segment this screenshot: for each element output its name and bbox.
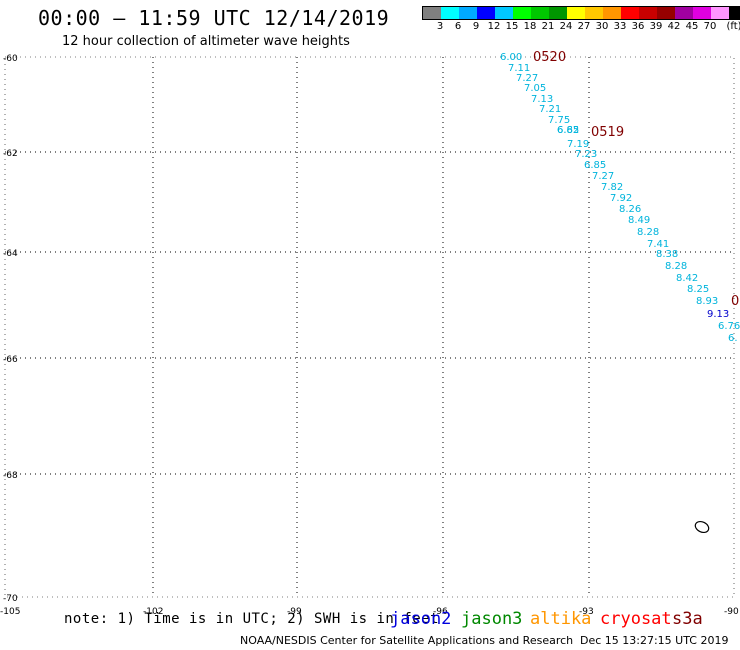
map-subtitle: 12 hour collection of altimeter wave hei… (62, 34, 350, 49)
wave-height-label: 7.82 (601, 182, 623, 193)
satellite-jason2-label: jason2 (390, 609, 452, 629)
wave-height-label: 6.85 (557, 125, 579, 136)
legend-label: 45 (685, 21, 699, 32)
lon-label: -99 (287, 607, 302, 617)
wave-height-label: 7.19 (567, 139, 589, 150)
satellite-altika-label: altika (530, 609, 592, 629)
wave-height-label: 7.23 (575, 149, 597, 160)
legend-swatch (441, 7, 459, 19)
legend-swatch (657, 7, 675, 19)
wave-height-label: 8.28 (637, 227, 659, 238)
footer-credit: NOAA/NESDIS Center for Satellite Applica… (240, 634, 574, 647)
lat-label: -62 (3, 149, 18, 159)
wave-height-label: 6.85 (584, 160, 606, 171)
wave-height-label: 7.75 (548, 115, 570, 126)
wave-height-label: 7.05 (524, 83, 546, 94)
legend-label: 39 (649, 21, 663, 32)
pass-time-label: 0 (731, 294, 739, 309)
legend-label: 24 (559, 21, 573, 32)
legend-swatch (459, 7, 477, 19)
satellite-s3a-label: s3a (672, 609, 703, 629)
legend-label: 27 (577, 21, 591, 32)
wave-height-label: 7.27 (592, 171, 614, 182)
legend-swatch (729, 7, 740, 19)
wave-height-label: 9.13 (707, 309, 729, 320)
legend-swatch (513, 7, 531, 19)
map-title: 00:00 – 11:59 UTC 12/14/2019 (38, 6, 390, 30)
lon-label: -96 (433, 607, 448, 617)
legend-label: 6 (454, 21, 462, 32)
legend-label: 70 (703, 21, 717, 32)
legend-label: (ft) (726, 21, 740, 32)
wave-height-label: 7.92 (610, 193, 632, 204)
satellite-jason3-label: jason3 (461, 609, 523, 629)
legend-swatch (621, 7, 639, 19)
lon-label: -93 (579, 607, 594, 617)
wave-height-label: 8.25 (687, 284, 709, 295)
legend-label: 42 (667, 21, 681, 32)
lon-label: -90 (724, 607, 739, 617)
pass-labels: 0520 0519 0 (533, 50, 739, 309)
pass-time-label: 0520 (533, 50, 566, 65)
legend-swatch (639, 7, 657, 19)
wave-height-label: 6.62 (557, 125, 579, 136)
lat-label: -64 (3, 249, 18, 259)
axis-labels: -60 -62 -64 -66 -68 -70 -105 -102 -99 -96 -93 -90 (0, 54, 739, 617)
wave-height-label: 7.13 (531, 94, 553, 105)
legend-swatch (567, 7, 585, 19)
legend-label: 12 (487, 21, 501, 32)
island-outline (694, 520, 710, 534)
legend-swatch (693, 7, 711, 19)
footer-timestamp: Dec 15 13:27:15 UTC 2019 (580, 634, 729, 647)
grid (4, 56, 735, 598)
wave-height-label: 8.49 (628, 215, 650, 226)
footer-note: note: 1) Time is in UTC; 2) SWH is in fe… (64, 611, 440, 627)
wave-height-label: 7.21 (539, 104, 561, 115)
legend-swatch (585, 7, 603, 19)
wave-height-label: 8.28 (665, 261, 687, 272)
wave-height-label: 6.76 (718, 321, 740, 332)
legend-swatch (603, 7, 621, 19)
wave-height-label: 7.27 (516, 73, 538, 84)
legend-swatch (477, 7, 495, 19)
wave-height-label: 7.41 (647, 239, 669, 250)
legend-label: 3 (436, 21, 444, 32)
legend-swatch (423, 7, 441, 19)
legend-swatch (495, 7, 513, 19)
map-frame (4, 56, 735, 598)
legend-label: 33 (613, 21, 627, 32)
wave-height-label: 8.26 (619, 204, 641, 215)
observations: 6.007.117.277.057.137.217.756.626.857.19… (500, 52, 740, 344)
lat-label: -60 (3, 54, 18, 64)
legend-label: 18 (523, 21, 537, 32)
legend-label: 9 (472, 21, 480, 32)
lon-label: -102 (143, 607, 163, 617)
wave-height-label: 6. (728, 333, 738, 344)
lat-label: -70 (3, 594, 18, 604)
wave-height-label: 8.42 (676, 273, 698, 284)
wave-height-label: 7.11 (508, 63, 530, 74)
lat-label: -66 (3, 355, 18, 365)
legend-color-scale (422, 6, 740, 20)
legend-swatch (549, 7, 567, 19)
wave-height-label: 8.93 (696, 296, 718, 307)
lon-label: -105 (0, 607, 20, 617)
legend-label: 21 (541, 21, 555, 32)
legend-swatch (711, 7, 729, 19)
legend-label: 30 (595, 21, 609, 32)
wave-height-label: 6.00 (500, 52, 522, 63)
legend-label: 15 (505, 21, 519, 32)
pass-time-label: 0519 (591, 125, 624, 140)
legend-swatch (531, 7, 549, 19)
legend-swatch (675, 7, 693, 19)
legend-label: 36 (631, 21, 645, 32)
wave-height-label: 8.38 (656, 249, 678, 260)
satellite-cryosat-label: cryosat (600, 609, 672, 629)
lat-label: -68 (3, 471, 18, 481)
